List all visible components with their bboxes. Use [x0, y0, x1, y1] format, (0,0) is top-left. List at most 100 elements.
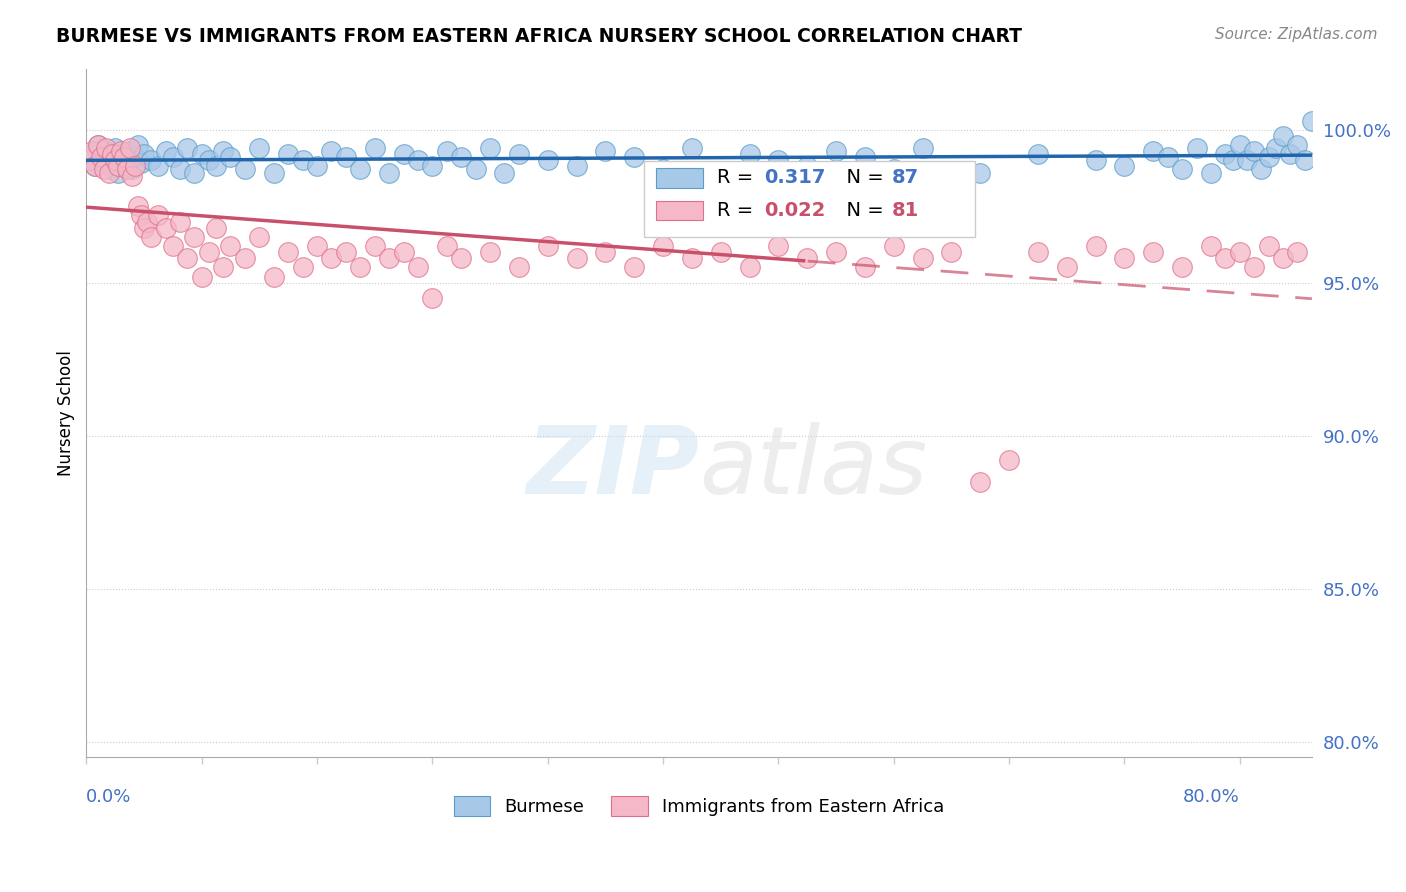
Point [1185, 141, 1208, 155]
Point [1229, 138, 1251, 153]
Text: BURMESE VS IMMIGRANTS FROM EASTERN AFRICA NURSERY SCHOOL CORRELATION CHART: BURMESE VS IMMIGRANTS FROM EASTERN AFRIC… [56, 27, 1022, 45]
Point [883, 162, 905, 177]
Point [1215, 147, 1237, 161]
Point [233, 162, 256, 177]
Point [392, 147, 415, 161]
Point [104, 141, 127, 155]
Text: Source: ZipAtlas.com: Source: ZipAtlas.com [1215, 27, 1378, 42]
Point [1272, 128, 1295, 143]
Point [183, 165, 205, 179]
Point [90, 150, 112, 164]
Point [464, 162, 486, 177]
Point [104, 153, 127, 168]
Point [363, 141, 385, 155]
Point [87, 138, 110, 153]
Point [738, 260, 761, 275]
Point [450, 150, 472, 164]
Point [107, 160, 129, 174]
Text: R =: R = [717, 169, 761, 187]
Point [110, 147, 132, 161]
Point [321, 251, 343, 265]
Point [98, 165, 121, 179]
Point [335, 150, 357, 164]
Point [406, 153, 429, 168]
Point [124, 150, 146, 164]
Point [479, 141, 502, 155]
Point [406, 260, 429, 275]
Point [101, 162, 124, 177]
Point [80, 147, 103, 161]
Point [738, 147, 761, 161]
Point [1142, 144, 1164, 158]
Point [796, 251, 818, 265]
Point [825, 245, 848, 260]
Point [436, 239, 458, 253]
Point [141, 229, 163, 244]
Text: 81: 81 [891, 201, 918, 219]
Point [1171, 260, 1194, 275]
Point [768, 239, 790, 253]
Point [115, 160, 138, 174]
Point [132, 220, 155, 235]
Point [1157, 150, 1180, 164]
Point [1215, 251, 1237, 265]
Point [883, 239, 905, 253]
Point [1199, 165, 1222, 179]
Point [1056, 260, 1078, 275]
Point [565, 160, 588, 174]
Point [911, 251, 934, 265]
Point [176, 251, 198, 265]
Point [121, 169, 143, 183]
Point [1286, 245, 1309, 260]
Point [305, 160, 328, 174]
Point [1026, 245, 1049, 260]
Point [129, 208, 152, 222]
Point [335, 245, 357, 260]
Point [93, 162, 115, 177]
Point [77, 153, 100, 168]
Point [537, 153, 560, 168]
Point [110, 144, 132, 158]
Point [378, 165, 401, 179]
Point [219, 239, 242, 253]
Point [796, 160, 818, 174]
Point [148, 208, 170, 222]
Point [392, 245, 415, 260]
Point [155, 220, 177, 235]
Point [277, 245, 299, 260]
Point [420, 160, 443, 174]
Point [1286, 138, 1309, 153]
Bar [644, 161, 974, 237]
Point [205, 220, 228, 235]
Point [1142, 245, 1164, 260]
Point [169, 214, 191, 228]
Point [148, 160, 170, 174]
Point [198, 153, 221, 168]
Point [479, 245, 502, 260]
Point [183, 229, 205, 244]
Point [1264, 141, 1286, 155]
Point [508, 260, 530, 275]
Point [84, 160, 107, 174]
Point [141, 153, 163, 168]
Point [595, 245, 617, 260]
Point [1257, 150, 1279, 164]
Point [169, 162, 191, 177]
Point [1272, 251, 1295, 265]
Point [176, 141, 198, 155]
Point [1243, 144, 1265, 158]
Point [118, 141, 141, 155]
Text: N =: N = [834, 169, 890, 187]
Point [305, 239, 328, 253]
Point [349, 162, 371, 177]
Point [1279, 147, 1302, 161]
Text: 87: 87 [891, 169, 918, 187]
Point [969, 475, 991, 489]
Point [436, 144, 458, 158]
Point [911, 141, 934, 155]
Point [1199, 239, 1222, 253]
Point [80, 144, 103, 158]
Point [1026, 147, 1049, 161]
Point [1084, 153, 1107, 168]
Point [565, 251, 588, 265]
